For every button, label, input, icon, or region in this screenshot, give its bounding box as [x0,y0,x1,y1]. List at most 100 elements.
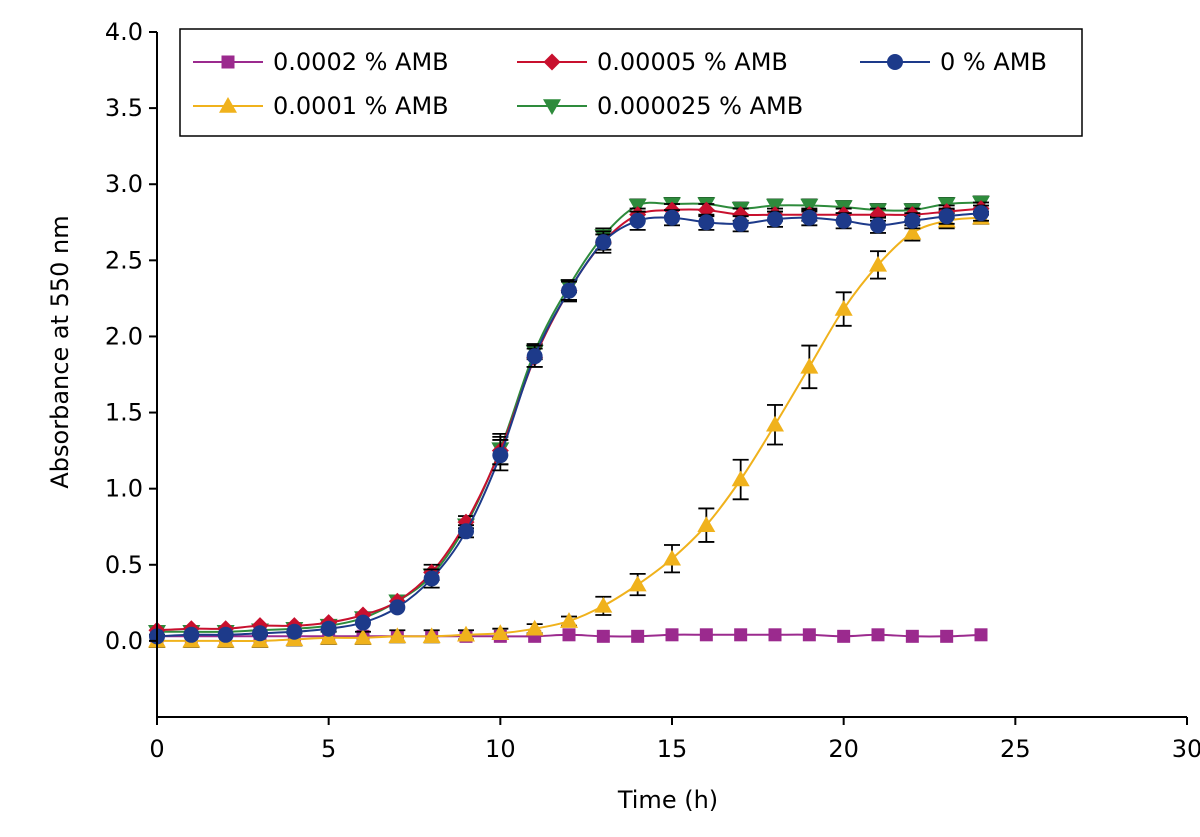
legend-label: 0.00005 % AMB [597,48,788,76]
data-point [423,570,440,587]
data-point [628,575,647,592]
data-point [940,629,954,643]
legend-item: 0.00005 % AMB [517,48,788,76]
data-point [491,624,510,641]
legend-marker [543,53,561,71]
data-point [768,628,782,642]
x-tick-label: 10 [485,735,516,763]
data-point [596,629,610,643]
y-tick-label: 2.5 [105,246,143,274]
data-point [802,628,816,642]
axes: 0 5 10 15 20 25 30 0.0 0.5 1.0 1.5 2.0 2.5 3.0 3.5 4.0 [105,18,1200,763]
data-point [837,629,851,643]
data-point [595,234,612,251]
data-point [800,357,819,374]
data-point [629,212,646,229]
data-point [388,627,407,644]
y-tick-label: 1.5 [105,399,143,427]
data-point [904,212,921,229]
x-tick-label: 15 [657,735,688,763]
legend-marker [543,99,561,115]
legend-items: 0.0002 % AMB 0.00005 % AMB 0 % AMB 0.0001 %… [193,48,1047,120]
legend-item: 0.0002 % AMB [193,48,449,76]
data-point [422,627,441,644]
y-tick-label: 2.0 [105,322,143,350]
y-tick-label: 3.5 [105,94,143,122]
x-tick-label: 25 [1000,735,1031,763]
legend-label: 0 % AMB [940,48,1047,76]
y-tick-label: 3.0 [105,170,143,198]
legend-label: 0.000025 % AMB [597,92,803,120]
data-point [938,208,955,225]
series-diamond [148,200,990,639]
x-tick-label: 5 [321,735,336,763]
data-point [699,628,713,642]
data-point [217,626,234,643]
data-point [767,211,783,228]
data-point [871,628,885,642]
data-point [319,628,338,645]
data-point [905,629,919,643]
data-point [562,628,576,642]
data-point [834,300,853,316]
data-point [389,599,406,616]
series-triangle-up [148,208,990,648]
data-point [631,629,645,643]
y-tick-label: 0.5 [105,551,143,579]
y-tick-label: 1.0 [105,475,143,503]
data-point [183,626,200,643]
legend-item: 0.0001 % AMB [193,92,449,120]
data-point [663,549,681,566]
data-point [664,209,680,226]
data-point [525,619,544,636]
data-point [354,628,372,645]
data-point [561,282,577,299]
data-point [697,516,716,532]
data-point [766,415,784,432]
y-tick-label: 0.0 [105,627,143,655]
series-line [156,207,982,632]
legend-marker [221,55,235,69]
x-tick-label: 20 [828,735,859,763]
data-point [526,348,543,365]
data-point [698,214,715,231]
data-point [732,215,749,232]
data-point [560,612,578,628]
data-point [458,523,474,540]
y-tick-label: 4.0 [105,18,143,46]
data-point [973,205,989,222]
data-point [974,628,988,642]
legend-marker [887,54,903,70]
legend-marker [219,97,237,113]
x-ticks: 0 5 10 15 20 25 30 [149,717,1200,763]
series-triangle-down [148,195,990,641]
data-point [286,623,303,640]
data-point [734,628,748,642]
legend-item: 0 % AMB [860,48,1047,76]
plot-area [148,195,990,648]
x-tick-label: 0 [149,735,164,763]
legend-item: 0.000025 % AMB [517,92,803,120]
legend-box [179,28,1083,137]
data-point [801,209,818,226]
data-point [835,212,852,229]
legend: 0.0002 % AMB 0.00005 % AMB 0 % AMB 0.0001 %… [179,28,1083,137]
x-tick-label: 30 [1172,735,1200,763]
legend-label: 0.0001 % AMB [273,92,449,120]
data-point [594,596,613,613]
data-point [870,217,886,234]
series-line [156,201,982,633]
legend-label: 0.0002 % AMB [273,48,449,76]
series-circle [149,204,989,645]
data-point [355,614,371,631]
y-axis-title: Absorbance at 550 nm [46,215,74,488]
data-point [731,470,750,487]
data-point [252,625,268,642]
x-axis-title: Time (h) [617,786,718,814]
data-point [492,447,509,464]
series-line [156,212,982,638]
data-point [665,628,679,642]
data-point [457,625,475,642]
data-point [903,223,922,240]
